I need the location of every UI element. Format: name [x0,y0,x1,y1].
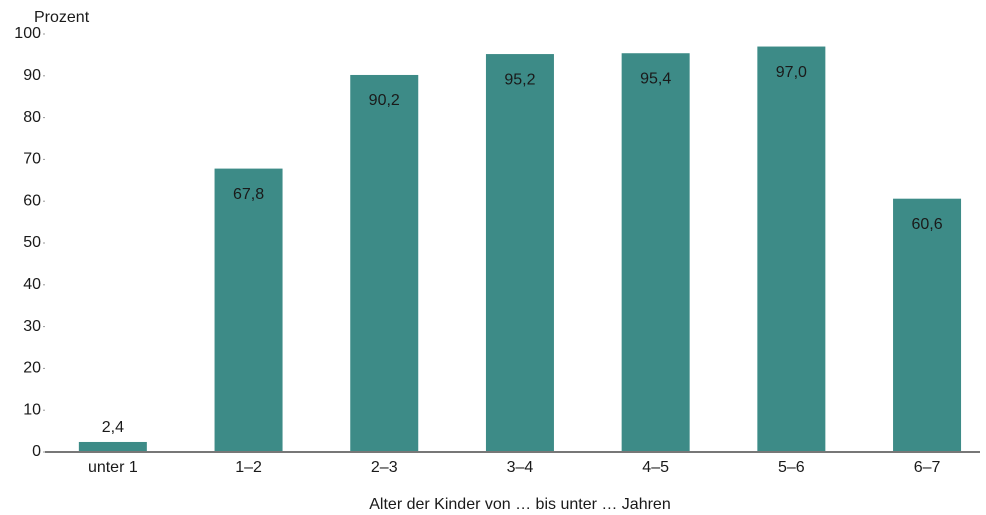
bar [214,168,283,452]
x-tick-label: 3–4 [507,459,534,476]
y-tick-label: 20 [23,360,41,377]
y-tick-label: 50 [23,234,41,251]
value-label: 60,6 [911,216,942,233]
x-axis-label: Alter der Kinder von … bis unter … Jahre… [369,496,670,513]
x-tick-label: 1–2 [235,459,262,476]
y-tick-label: 90 [23,67,41,84]
y-tick-label: 60 [23,192,41,209]
y-tick-label: 10 [23,401,41,418]
value-label: 95,4 [640,70,671,87]
y-tick-label: 30 [23,318,41,335]
x-tick-label: 2–3 [371,459,398,476]
bar [757,46,826,452]
y-tick-label: 40 [23,276,41,293]
x-tick-label: 5–6 [778,459,805,476]
y-tick-label: 80 [23,109,41,126]
x-tick-label: unter 1 [88,459,138,476]
value-label: 67,8 [233,186,264,203]
value-label: 95,2 [504,71,535,88]
bar [350,74,419,453]
y-tick-label: 0 [32,443,41,460]
value-label: 90,2 [369,92,400,109]
bar [485,54,554,453]
bar [78,441,147,452]
y-tick-label: 100 [14,25,41,42]
bar [621,53,690,453]
bar [893,198,962,452]
value-label: 2,4 [102,419,124,436]
x-tick-label: 6–7 [914,459,941,476]
value-label: 97,0 [776,64,807,81]
x-tick-label: 4–5 [642,459,669,476]
y-axis-label: Prozent [34,9,90,26]
y-tick-label: 70 [23,151,41,168]
